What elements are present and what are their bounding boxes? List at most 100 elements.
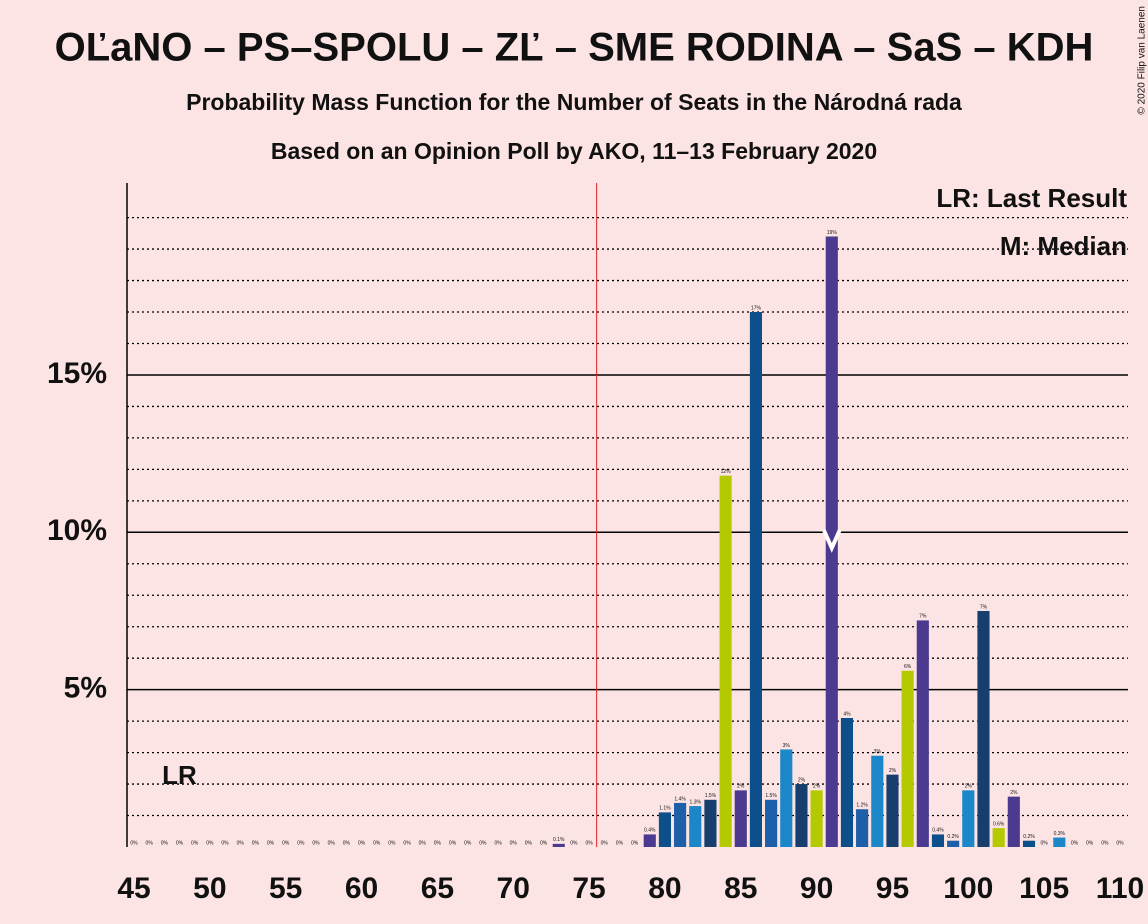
y-tick-label: 15% — [47, 357, 107, 390]
bar — [901, 670, 914, 847]
value-label: 0% — [373, 840, 381, 846]
bar — [1053, 837, 1066, 847]
x-tick-label: 105 — [1019, 872, 1069, 905]
x-tick-label: 95 — [876, 872, 909, 905]
value-label: 0% — [403, 840, 411, 846]
chart-subtitle: Probability Mass Function for the Number… — [186, 89, 962, 115]
value-label: 17% — [751, 305, 762, 311]
bar — [947, 840, 960, 847]
x-tick-label: 50 — [193, 872, 226, 905]
value-label: 0% — [1071, 840, 1079, 846]
bar — [916, 620, 929, 847]
value-label: 1.1% — [659, 806, 671, 812]
value-label: 4% — [843, 711, 851, 717]
value-label: 0% — [176, 840, 184, 846]
value-label: 0% — [631, 840, 639, 846]
bar — [931, 834, 945, 847]
bar — [749, 312, 763, 847]
y-tick-label: 5% — [64, 672, 107, 705]
bar — [780, 749, 793, 847]
bar — [962, 790, 975, 847]
value-label: 0.6% — [993, 821, 1005, 827]
legend-entry: LR: Last Result — [936, 183, 1127, 213]
value-label: 3% — [783, 743, 791, 749]
value-label: 2% — [737, 784, 745, 790]
value-label: 0% — [312, 840, 320, 846]
value-label: 0% — [1041, 840, 1049, 846]
bar — [643, 834, 656, 847]
value-label: 0% — [570, 840, 578, 846]
value-label: 1.4% — [674, 796, 686, 802]
value-label: 0.3% — [1054, 831, 1066, 837]
bar — [719, 475, 732, 847]
value-label: 0.2% — [1023, 834, 1035, 840]
value-label: 0% — [191, 840, 199, 846]
value-label: 0% — [237, 840, 245, 846]
value-label: 0% — [130, 840, 138, 846]
value-label: 1.5% — [765, 793, 777, 799]
legend-entry: M: Median — [1000, 231, 1127, 261]
value-label: 0% — [616, 840, 624, 846]
value-label: 0% — [601, 840, 609, 846]
value-label: 2% — [1010, 790, 1018, 796]
bar — [795, 784, 808, 847]
bar — [840, 717, 854, 847]
x-tick-label: 45 — [117, 872, 150, 905]
bar — [658, 812, 671, 847]
value-label: 0% — [419, 840, 427, 846]
bar — [552, 843, 565, 847]
value-label: 6% — [904, 664, 912, 670]
value-label: 0% — [282, 840, 290, 846]
value-label: 1.2% — [856, 803, 868, 809]
value-label: 0.1% — [553, 837, 565, 843]
bar — [704, 799, 717, 847]
bar — [734, 790, 747, 847]
value-label: 1.5% — [705, 793, 717, 799]
value-label: 0% — [449, 840, 457, 846]
y-tick-label: 10% — [47, 514, 107, 547]
value-label: 0% — [1086, 840, 1094, 846]
value-label: 2% — [965, 784, 973, 790]
value-label: 0.4% — [932, 828, 944, 834]
value-label: 7% — [919, 614, 927, 620]
bar — [1007, 796, 1020, 847]
value-label: 0% — [434, 840, 442, 846]
x-tick-label: 70 — [497, 872, 530, 905]
value-label: 0% — [267, 840, 275, 846]
value-label: 2% — [798, 777, 806, 783]
bar — [1022, 840, 1036, 847]
x-tick-label: 100 — [943, 872, 993, 905]
value-label: 0% — [206, 840, 214, 846]
value-label: 0% — [479, 840, 487, 846]
value-label: 0% — [540, 840, 548, 846]
bar — [856, 809, 869, 847]
x-tick-label: 75 — [572, 872, 605, 905]
value-label: 2% — [889, 768, 897, 774]
value-label: 0% — [146, 840, 154, 846]
bar — [825, 236, 838, 848]
x-tick-label: 55 — [269, 872, 302, 905]
median-marker — [821, 529, 842, 553]
value-label: 12% — [721, 469, 732, 475]
value-label: 19% — [827, 230, 838, 236]
value-label: 0% — [494, 840, 502, 846]
value-label: 0% — [328, 840, 336, 846]
value-label: 0% — [388, 840, 396, 846]
last-result-label: LR — [162, 760, 197, 790]
value-label: 1.3% — [690, 799, 702, 805]
bar — [871, 755, 884, 847]
value-label: 0% — [252, 840, 260, 846]
x-tick-label: 85 — [724, 872, 757, 905]
bar — [765, 799, 778, 847]
bar — [977, 610, 990, 847]
bar — [992, 828, 1005, 847]
x-tick-label: 90 — [800, 872, 833, 905]
bar — [886, 774, 899, 847]
value-label: 0% — [343, 840, 351, 846]
value-label: 0.4% — [644, 828, 656, 834]
value-label: 0% — [585, 840, 593, 846]
value-label: 0% — [525, 840, 533, 846]
value-label: 0% — [161, 840, 169, 846]
value-label: 0% — [1116, 840, 1124, 846]
